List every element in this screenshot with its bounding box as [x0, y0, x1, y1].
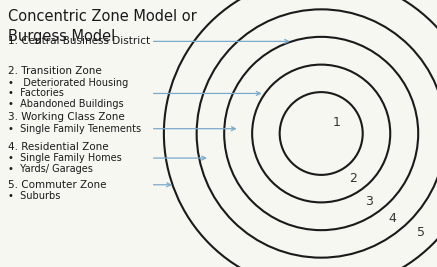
- Text: •  Single Family Homes: • Single Family Homes: [8, 153, 121, 163]
- Text: 2: 2: [349, 172, 357, 185]
- Text: •  Yards/ Garages: • Yards/ Garages: [8, 164, 93, 174]
- Text: 5. Commuter Zone: 5. Commuter Zone: [8, 180, 106, 190]
- Text: •  Suburbs: • Suburbs: [8, 191, 60, 201]
- Text: 4: 4: [388, 211, 396, 225]
- Text: 1. Central Business District: 1. Central Business District: [8, 36, 150, 46]
- Text: 5: 5: [417, 226, 425, 239]
- Text: •   Deteriorated Housing: • Deteriorated Housing: [8, 78, 128, 88]
- Text: •  Factories: • Factories: [8, 88, 64, 99]
- Text: 1: 1: [333, 116, 340, 129]
- Text: 4. Residential Zone: 4. Residential Zone: [8, 142, 108, 152]
- Text: 3. Working Class Zone: 3. Working Class Zone: [8, 112, 125, 123]
- Text: •  Single Family Tenements: • Single Family Tenements: [8, 124, 141, 134]
- Text: 3: 3: [365, 195, 373, 208]
- Text: Concentric Zone Model or
Burgess Model: Concentric Zone Model or Burgess Model: [8, 9, 197, 44]
- Text: •  Abandoned Buildings: • Abandoned Buildings: [8, 99, 124, 109]
- Text: 2. Transition Zone: 2. Transition Zone: [8, 66, 102, 76]
